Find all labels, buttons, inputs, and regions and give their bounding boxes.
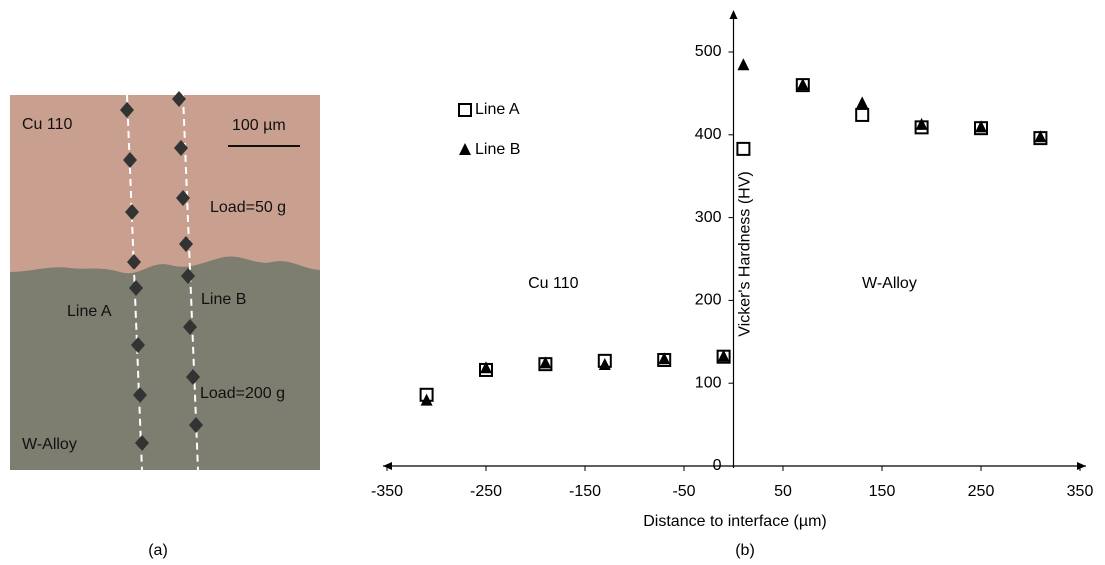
indent	[174, 140, 188, 156]
label: 100 µm	[232, 117, 286, 134]
micrograph: Cu 110 100 µm Load=50 g Line A Line B Lo…	[10, 91, 320, 471]
arrow	[729, 10, 738, 19]
y-tick-label: 300	[695, 209, 722, 226]
indent	[129, 280, 143, 296]
x-tick-label: -350	[371, 483, 403, 500]
indent	[125, 204, 139, 220]
caption: (b)	[735, 542, 755, 559]
legend-marker	[459, 143, 471, 155]
x-axis-label: Distance to interface (µm)	[643, 513, 827, 530]
label: Load=50 g	[210, 199, 286, 216]
label: Cu 110	[22, 116, 73, 133]
y-tick-label: 0	[713, 457, 722, 474]
indent	[127, 254, 141, 270]
indent	[131, 337, 145, 353]
arrow	[1077, 462, 1086, 470]
y-tick-label: 500	[695, 43, 722, 60]
point	[539, 356, 552, 369]
point	[658, 352, 671, 365]
indent	[179, 236, 193, 252]
y-tick-label: 200	[695, 292, 722, 309]
x-tick-label: 250	[968, 483, 995, 500]
legend-label: Line A	[475, 101, 520, 118]
point	[975, 120, 987, 133]
annotation: Cu 110	[528, 275, 579, 292]
indent	[133, 387, 147, 403]
y-tick-label: 400	[695, 126, 722, 143]
point	[598, 357, 611, 370]
annotation: W-Alloy	[862, 275, 917, 292]
x-tick-label: 50	[774, 483, 792, 500]
indent	[172, 91, 186, 107]
point	[1034, 130, 1047, 143]
legend-marker	[458, 103, 472, 117]
point	[480, 361, 492, 374]
indent	[120, 102, 134, 118]
indents	[120, 91, 203, 451]
y-axis-label: Vicker's Hardness (HV)	[737, 171, 754, 336]
cu-region	[10, 95, 320, 274]
x-tick-label: 150	[869, 483, 896, 500]
point	[736, 141, 751, 156]
indent	[189, 417, 203, 433]
indent	[135, 435, 149, 451]
point	[796, 78, 809, 91]
point	[855, 107, 870, 122]
line-b	[182, 94, 199, 471]
point	[420, 393, 433, 406]
point	[915, 117, 928, 130]
x-tick-label: -50	[672, 483, 695, 500]
indent	[181, 268, 195, 284]
label: Load=200 g	[200, 385, 285, 402]
indent	[186, 369, 200, 385]
caption: (a)	[148, 542, 168, 559]
point	[737, 58, 750, 71]
y-tick-label: 100	[695, 374, 722, 391]
indent	[123, 152, 137, 168]
label: W-Alloy	[22, 436, 77, 453]
indent	[176, 190, 190, 206]
label: Line A	[67, 303, 112, 320]
indent	[183, 319, 197, 335]
x-tick-label: -250	[470, 483, 502, 500]
x-tick-label: -150	[569, 483, 601, 500]
point	[856, 96, 869, 109]
label: Line B	[201, 291, 246, 308]
legend-label: Line B	[475, 141, 520, 158]
x-tick-label: 350	[1067, 483, 1094, 500]
point	[717, 349, 730, 362]
